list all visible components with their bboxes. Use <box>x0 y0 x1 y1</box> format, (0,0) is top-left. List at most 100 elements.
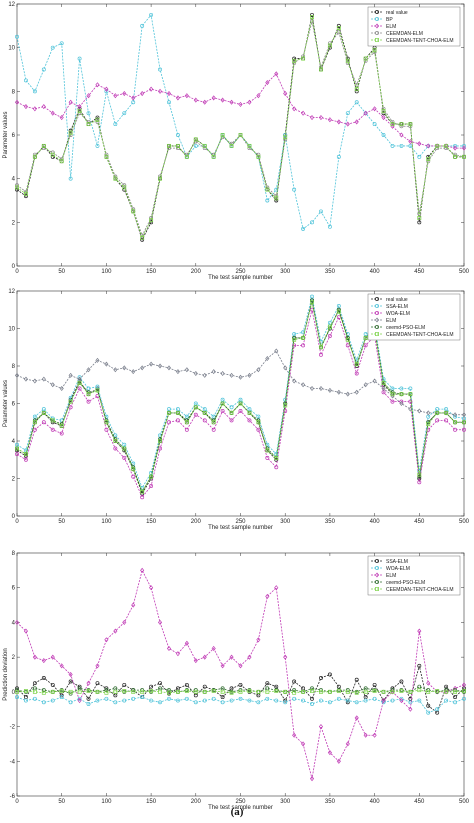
data-point <box>408 138 413 145</box>
x-tick-label: 200 <box>191 799 202 805</box>
data-point <box>292 679 297 684</box>
data-point <box>372 682 377 687</box>
data-point <box>265 448 270 453</box>
data-point <box>327 750 332 756</box>
data-point <box>184 154 189 159</box>
data-point <box>399 679 404 684</box>
data-point <box>408 143 413 148</box>
data-point <box>77 56 82 61</box>
data-point <box>318 385 324 392</box>
data-point <box>113 700 118 705</box>
data-point <box>274 452 279 457</box>
data-point <box>202 407 207 412</box>
legend-entry: ELM <box>386 24 396 30</box>
data-point <box>238 374 243 380</box>
data-point <box>363 343 368 348</box>
data-point <box>113 367 118 373</box>
data-point <box>113 122 118 127</box>
data-point <box>131 602 136 608</box>
data-point <box>50 418 55 423</box>
data-point <box>319 209 323 214</box>
data-point <box>363 332 368 337</box>
data-point <box>453 689 458 694</box>
data-point <box>23 452 28 457</box>
x-axis-label: The test sample number <box>208 805 273 811</box>
data-point <box>157 88 163 94</box>
x-tick-label: 350 <box>325 269 336 275</box>
data-point <box>309 776 315 782</box>
data-point <box>140 689 145 694</box>
data-point <box>408 386 413 391</box>
legend-swatch-marker <box>375 311 379 315</box>
data-point <box>417 211 422 216</box>
data-point <box>131 474 136 479</box>
data-point <box>274 71 279 77</box>
data-point <box>390 143 395 148</box>
data-point <box>50 382 55 388</box>
series-ceemdan-tent-choa-elm <box>15 15 466 240</box>
data-point <box>390 393 395 399</box>
data-point <box>399 392 404 397</box>
data-point <box>211 95 216 101</box>
data-point <box>149 12 154 17</box>
data-point <box>453 143 458 148</box>
legend-entry: ELM <box>386 573 396 579</box>
data-point <box>184 93 189 99</box>
x-tick-label: 500 <box>459 269 470 275</box>
data-point <box>104 420 109 425</box>
legend: real valueSSA-ELMWOA-ELMELMceemd-PSO-ELM… <box>367 293 461 341</box>
data-point <box>301 226 306 231</box>
series-line <box>16 350 464 416</box>
data-point <box>417 216 422 220</box>
data-point <box>167 410 171 415</box>
data-point <box>309 385 315 392</box>
legend-swatch-marker <box>375 297 379 301</box>
data-point <box>77 111 82 116</box>
y-tick-label: 6 <box>12 402 16 408</box>
data-point <box>247 372 252 378</box>
data-point <box>372 689 377 693</box>
data-point <box>363 698 368 703</box>
data-point <box>399 689 404 693</box>
data-point <box>256 637 261 643</box>
data-point <box>140 495 145 500</box>
data-point <box>327 689 332 694</box>
data-point <box>68 689 73 694</box>
data-point <box>140 235 145 240</box>
data-point <box>175 418 180 423</box>
series-line <box>16 73 464 149</box>
data-point <box>41 67 46 72</box>
data-point <box>50 682 55 687</box>
y-tick-label: 8 <box>12 551 16 557</box>
data-point <box>220 397 225 402</box>
data-point <box>238 101 243 107</box>
data-point <box>122 365 127 371</box>
data-point <box>399 132 404 138</box>
legend-entry: ceemd-PSO-ELM <box>386 580 425 586</box>
data-point <box>318 114 324 121</box>
data-point <box>283 90 288 97</box>
legend-swatch-marker <box>375 304 379 308</box>
x-tick-label: 50 <box>58 269 65 275</box>
data-point <box>327 700 332 705</box>
data-point <box>149 361 154 367</box>
data-point <box>399 386 404 391</box>
data-point <box>59 431 64 436</box>
data-point <box>122 455 127 460</box>
data-point <box>399 143 404 148</box>
data-point <box>175 369 180 375</box>
y-tick-label: 0 <box>12 264 16 270</box>
data-point <box>68 130 73 135</box>
data-point <box>444 143 449 149</box>
data-point <box>283 698 288 703</box>
data-point <box>372 732 377 738</box>
data-point <box>363 110 368 116</box>
data-point <box>444 410 449 416</box>
data-point <box>417 141 422 147</box>
data-point <box>50 689 55 694</box>
data-point <box>23 189 28 194</box>
data-point <box>417 480 422 485</box>
data-point <box>310 686 314 691</box>
y-axis-label: Prediction deviation <box>3 648 9 700</box>
data-point <box>319 352 323 357</box>
